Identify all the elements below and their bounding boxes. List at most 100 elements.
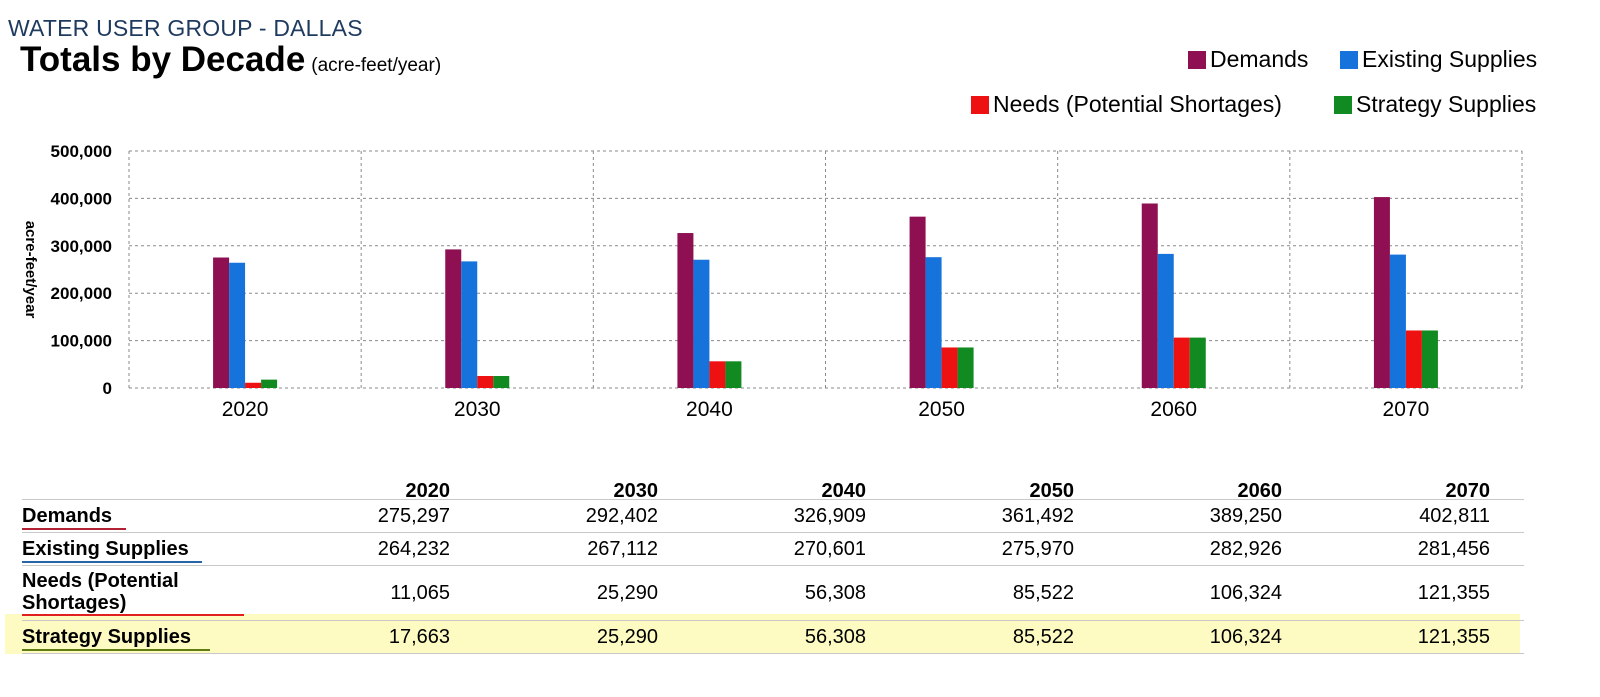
- bar-needs-potential-shortages-2050: [941, 347, 958, 388]
- table-rule: [22, 499, 1524, 500]
- cell-existing-2050: 275,970: [1001, 538, 1074, 560]
- legend-needs: Needs (Potential Shortages): [971, 91, 1282, 118]
- table-header-2050: 2050: [1029, 480, 1075, 502]
- x-tick-label: 2060: [1150, 398, 1197, 421]
- cell-demands-2070: 402,811: [1419, 505, 1490, 527]
- cell-existing-2060: 282,926: [1209, 538, 1282, 560]
- table-rule: [22, 532, 1524, 533]
- x-tick-label: 2070: [1383, 398, 1430, 421]
- legend-strategy-supplies: Strategy Supplies: [1334, 91, 1536, 118]
- row-label-strategy-supplies: Strategy Supplies: [22, 626, 191, 648]
- cell-existing-2020: 264,232: [377, 538, 450, 560]
- cell-strategy-2020: 17,663: [388, 626, 450, 648]
- row-label-demands: Demands: [22, 505, 113, 527]
- row-label-needs-line1: Needs (Potential: [22, 570, 179, 592]
- cell-demands-2030: 292,402: [585, 505, 658, 527]
- water-user-group-label: WATER USER GROUP - DALLAS: [8, 15, 363, 41]
- legend-swatch-demands: [1188, 51, 1206, 69]
- row-underline-strategy-supplies: [22, 649, 210, 651]
- legend-demands: Demands: [1188, 46, 1308, 73]
- cell-needs-2020: 11,065: [390, 582, 450, 604]
- page-title: Totals by Decade: [20, 40, 306, 79]
- bar-strategy-supplies-2070: [1421, 330, 1438, 388]
- bar-demands-2050: [909, 216, 926, 388]
- row-label-needs: Needs (Potential Shortages): [22, 570, 179, 616]
- bar-chart: 0 100,000 200,000 300,000 400,000 500,000 acre…: [22, 142, 1523, 421]
- bar-needs-potential-shortages-2060: [1173, 337, 1190, 388]
- bar-needs-potential-shortages-2070: [1405, 330, 1422, 388]
- x-tick-label: 2020: [222, 398, 269, 421]
- y-tick-label: 400,000: [51, 189, 112, 208]
- cell-strategy-2040: 56,308: [804, 626, 866, 648]
- y-tick-label: 0: [103, 379, 112, 398]
- table-header-2020: 2020: [405, 480, 451, 502]
- y-tick-label: 100,000: [51, 332, 112, 351]
- legend-label-existing-supplies: Existing Supplies: [1362, 46, 1538, 72]
- title-row: Totals by Decade (acre-feet/year): [20, 40, 441, 80]
- y-tick-label: 500,000: [51, 142, 112, 161]
- cell-demands-2050: 361,492: [1001, 505, 1074, 527]
- cell-existing-2040: 270,601: [793, 538, 866, 560]
- bar-demands-2020: [213, 257, 230, 388]
- cell-needs-2070: 121,355: [1417, 582, 1490, 604]
- bar-existing-supplies-2030: [461, 261, 478, 388]
- cell-existing-2070: 281,456: [1417, 538, 1490, 560]
- bar-existing-supplies-2040: [693, 259, 710, 388]
- legend-swatch-existing-supplies: [1340, 51, 1358, 69]
- bar-demands-2030: [445, 249, 462, 388]
- cell-strategy-2060: 106,324: [1209, 626, 1282, 648]
- legend-swatch-needs: [971, 96, 989, 114]
- bar-existing-supplies-2060: [1157, 253, 1174, 388]
- bar-existing-supplies-2070: [1389, 254, 1406, 388]
- y-axis-label: acre-feet/year: [22, 221, 39, 319]
- table-rule: [22, 565, 1524, 566]
- legend-label-demands: Demands: [1210, 46, 1309, 72]
- table-header-2070: 2070: [1445, 480, 1491, 502]
- cell-needs-2050: 85,522: [1012, 582, 1074, 604]
- legend-swatch-strategy-supplies: [1334, 96, 1352, 114]
- bar-strategy-supplies-2040: [725, 361, 742, 388]
- cell-strategy-2050: 85,522: [1012, 626, 1074, 648]
- table-header-2040: 2040: [821, 480, 867, 502]
- cell-demands-2060: 389,250: [1209, 505, 1282, 527]
- cell-needs-2060: 106,324: [1209, 582, 1282, 604]
- row-underline-demands: [22, 528, 126, 530]
- table-rule: [22, 620, 1524, 621]
- cell-existing-2030: 267,112: [587, 538, 658, 560]
- bar-needs-potential-shortages-2020: [245, 382, 262, 388]
- cell-demands-2040: 326,909: [793, 505, 866, 527]
- bar-existing-supplies-2050: [925, 257, 942, 388]
- cell-needs-2030: 25,290: [596, 582, 658, 604]
- y-tick-label: 200,000: [51, 284, 112, 303]
- bar-needs-potential-shortages-2040: [709, 361, 726, 388]
- bar-demands-2060: [1141, 203, 1158, 388]
- row-underline-existing-supplies: [22, 561, 202, 563]
- x-tick-label: 2030: [454, 398, 501, 421]
- table-rule: [22, 653, 1524, 654]
- bar-strategy-supplies-2060: [1189, 337, 1206, 388]
- bar-demands-2070: [1373, 197, 1390, 388]
- legend-existing-supplies: Existing Supplies: [1340, 46, 1537, 73]
- bar-strategy-supplies-2020: [261, 379, 278, 388]
- row-label-needs-line2: Shortages): [22, 592, 127, 614]
- bar-strategy-supplies-2050: [957, 347, 974, 388]
- y-tick-label: 300,000: [51, 237, 112, 256]
- cell-demands-2020: 275,297: [377, 505, 450, 527]
- cell-strategy-2070: 121,355: [1417, 626, 1490, 648]
- bar-existing-supplies-2020: [229, 262, 246, 388]
- legend-label-needs: Needs (Potential Shortages): [993, 91, 1282, 117]
- x-tick-label: 2050: [918, 398, 965, 421]
- row-label-existing-supplies: Existing Supplies: [22, 538, 189, 560]
- units-label: (acre-feet/year): [311, 55, 442, 76]
- table-header-2030: 2030: [613, 480, 659, 502]
- legend-label-strategy-supplies: Strategy Supplies: [1356, 91, 1537, 117]
- bar-strategy-supplies-2030: [493, 376, 510, 388]
- cell-needs-2040: 56,308: [804, 582, 866, 604]
- table-header-2060: 2060: [1237, 480, 1283, 502]
- x-tick-label: 2040: [686, 398, 733, 421]
- bar-needs-potential-shortages-2030: [477, 376, 494, 388]
- cell-strategy-2030: 25,290: [596, 626, 658, 648]
- bar-demands-2040: [677, 233, 694, 388]
- row-underline-needs: [22, 614, 244, 616]
